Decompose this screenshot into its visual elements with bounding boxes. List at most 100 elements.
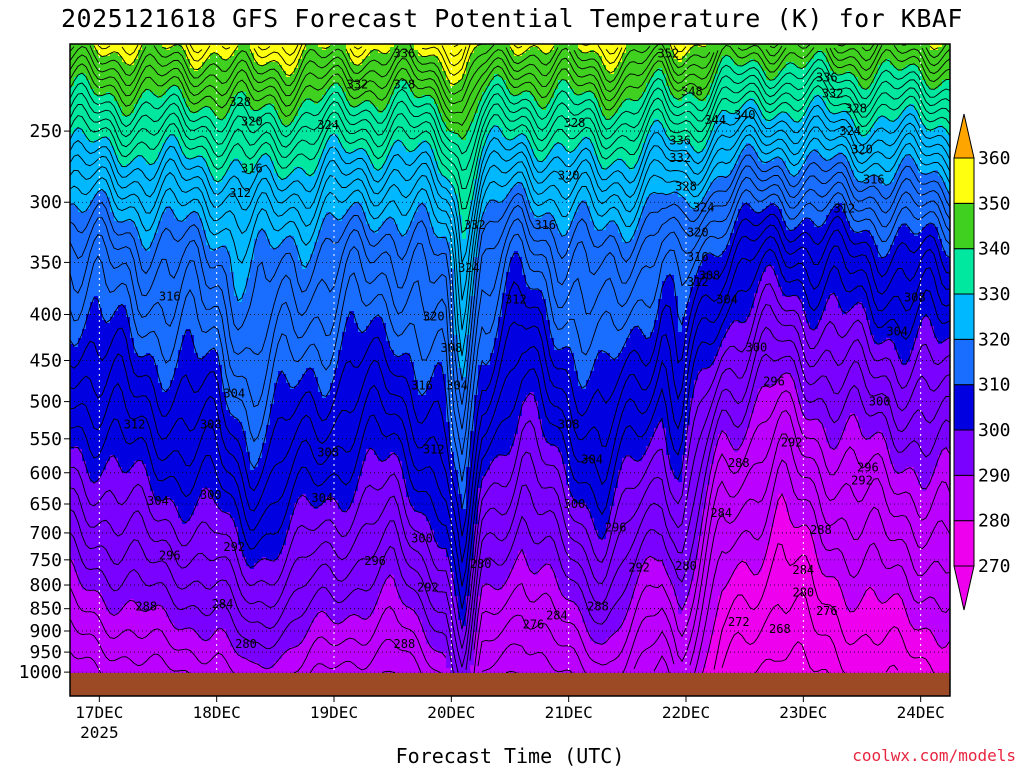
contour-label: 268 (769, 622, 791, 636)
contour-label: 308 (904, 291, 926, 305)
contour-label: 296 (763, 375, 785, 389)
time-tick-label: 19DEC (310, 703, 358, 722)
colorbar-segment (953, 429, 975, 476)
year-label: 2025 (80, 723, 119, 742)
contour-label: 292 (851, 473, 873, 487)
pressure-tick-label: 550 (29, 429, 62, 450)
pressure-tick-label: 350 (29, 252, 62, 273)
contour-label: 336 (669, 133, 691, 147)
contour-label: 312 (687, 275, 709, 289)
time-tick-label: 24DEC (897, 703, 945, 722)
contour-label: 324 (693, 200, 715, 214)
contour-label: 328 (394, 78, 416, 92)
colorbar-segment (953, 157, 975, 204)
colorbar-segment (953, 293, 975, 340)
contour-label: 328 (229, 95, 251, 109)
colorbar-label: 340 (978, 239, 1011, 260)
contour-label: 308 (558, 417, 580, 431)
colorbar-label: 330 (978, 284, 1011, 305)
pressure-tick-label: 750 (29, 550, 62, 571)
contour-label: 324 (317, 118, 339, 132)
contour-label: 296 (605, 520, 627, 534)
contour-label: 300 (869, 395, 891, 409)
pressure-tick-label: 450 (29, 350, 62, 371)
pressure-tick-label: 650 (29, 494, 62, 515)
contour-label: 280 (792, 585, 814, 599)
pressure-tick-label: 400 (29, 305, 62, 326)
plot-frame (69, 43, 951, 697)
time-tick-label: 17DEC (75, 703, 123, 722)
contour-label: 320 (241, 115, 263, 129)
contour-label: 308 (317, 446, 339, 460)
colorbar-label: 290 (978, 465, 1011, 486)
source-credit[interactable]: coolwx.com/models (852, 746, 1016, 765)
contour-label: 336 (394, 47, 416, 61)
contour-label: 332 (822, 86, 844, 100)
contour-label: 332 (347, 78, 369, 92)
pressure-tick-label: 600 (29, 463, 62, 484)
contour-label: 324 (458, 261, 480, 275)
contour-label: 312 (229, 186, 251, 200)
ground-surface (70, 673, 950, 696)
contour-label: 316 (534, 218, 556, 232)
pressure-tick-label: 900 (29, 621, 62, 642)
contour-label: 284 (546, 609, 568, 623)
contour-label: 304 (446, 379, 468, 393)
contour-label: 300 (200, 488, 222, 502)
contour-label: 328 (564, 116, 586, 130)
contour-label: 316 (863, 172, 885, 186)
time-tick-label: 18DEC (193, 703, 241, 722)
contour-label: 340 (734, 108, 756, 122)
contour-label: 348 (681, 85, 703, 99)
contour-label: 312 (124, 417, 146, 431)
contour-label: 280 (470, 557, 492, 571)
contour-label: 288 (587, 599, 609, 613)
contour-label: 320 (558, 168, 580, 182)
contour-label: 304 (716, 293, 738, 307)
contour-label: 284 (710, 506, 732, 520)
colorbar-segment (953, 338, 975, 386)
contour-label: 288 (135, 599, 157, 613)
contour-label: 296 (159, 549, 181, 563)
pressure-tick-label: 300 (29, 192, 62, 213)
contour-label: 308 (200, 417, 222, 431)
contour-label: 296 (364, 554, 386, 568)
contour-label: 300 (746, 340, 768, 354)
colorbar-label: 280 (978, 511, 1011, 532)
contour-label: 292 (781, 435, 803, 449)
contour-label: 308 (440, 341, 462, 355)
colorbar-label: 310 (978, 375, 1011, 396)
pressure-tick-label: 250 (29, 121, 62, 142)
colorbar-label: 350 (978, 193, 1011, 214)
time-tick-label: 21DEC (545, 703, 593, 722)
contour-label: 328 (845, 102, 867, 116)
contour-label: 316 (241, 161, 263, 175)
contour-label: 292 (628, 561, 650, 575)
contour-label: 304 (886, 325, 908, 339)
colorbar-segment (953, 520, 975, 567)
contour-label: 316 (159, 290, 181, 304)
contour-label: 304 (311, 491, 333, 505)
colorbar-label: 360 (978, 148, 1011, 169)
colorbar-label: 300 (978, 420, 1011, 441)
colorbar: 270 280 290 300 310 320 330 340 350 360 (953, 113, 1011, 611)
x-axis-title: Forecast Time (UTC) (395, 744, 625, 768)
contour-label: 288 (394, 637, 416, 651)
contour-label: 336 (816, 71, 838, 85)
pressure-tick-label: 950 (29, 642, 62, 663)
time-tick-label: 23DEC (779, 703, 827, 722)
contour-label: 292 (223, 540, 245, 554)
colorbar-label: 320 (978, 329, 1011, 350)
colorbar-segment (953, 474, 975, 522)
colorbar-label: 270 (978, 556, 1011, 577)
contour-label: 320 (851, 142, 873, 156)
pressure-tick-label: 800 (29, 575, 62, 596)
contour-label: 320 (423, 309, 445, 323)
pressure-tick-label: 500 (29, 392, 62, 413)
contour-label: 316 (411, 379, 433, 393)
contour-label: 332 (464, 218, 486, 232)
contour-label: 304 (581, 453, 603, 467)
contour-label: 288 (728, 456, 750, 470)
